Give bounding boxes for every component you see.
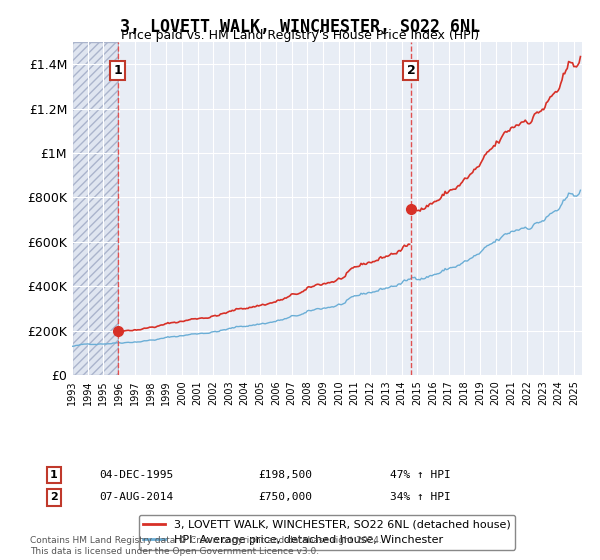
Text: 47% ↑ HPI: 47% ↑ HPI [390,470,451,480]
Text: £198,500: £198,500 [258,470,312,480]
Text: 1: 1 [50,470,58,480]
Text: 07-AUG-2014: 07-AUG-2014 [99,492,173,502]
Bar [72,42,118,375]
Text: Price paid vs. HM Land Registry's House Price Index (HPI): Price paid vs. HM Land Registry's House … [121,29,479,42]
Text: 04-DEC-1995: 04-DEC-1995 [99,470,173,480]
Text: £750,000: £750,000 [258,492,312,502]
Text: 2: 2 [407,64,415,77]
Text: 34% ↑ HPI: 34% ↑ HPI [390,492,451,502]
Legend: 3, LOVETT WALK, WINCHESTER, SO22 6NL (detached house), HPI: Average price, detac: 3, LOVETT WALK, WINCHESTER, SO22 6NL (de… [139,515,515,549]
Bar [72,42,118,375]
Text: 1: 1 [113,64,122,77]
Text: Contains HM Land Registry data © Crown copyright and database right 2024.
This d: Contains HM Land Registry data © Crown c… [30,536,382,556]
Text: 2: 2 [50,492,58,502]
Text: 3, LOVETT WALK, WINCHESTER, SO22 6NL: 3, LOVETT WALK, WINCHESTER, SO22 6NL [120,18,480,36]
